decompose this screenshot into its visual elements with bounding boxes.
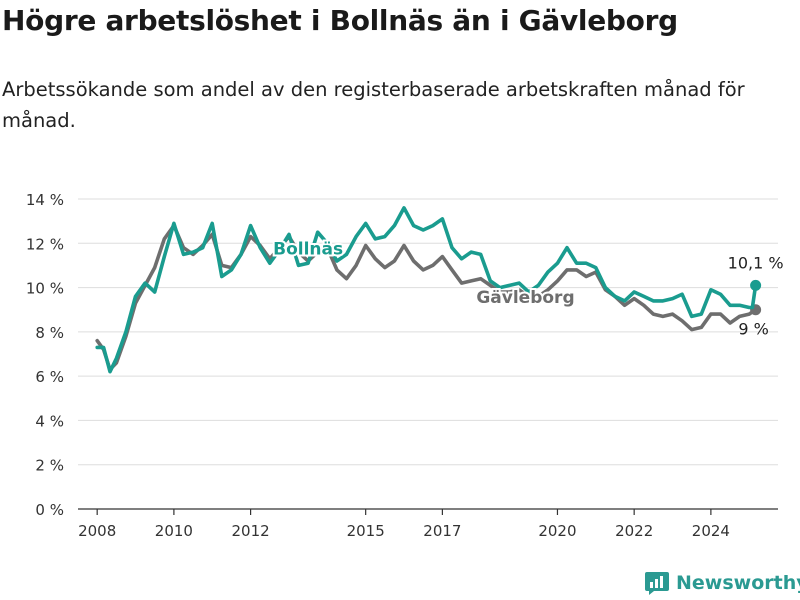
newsworthy-logo-icon xyxy=(645,572,669,595)
end-label-bollnas: 10,1 % xyxy=(728,253,784,272)
series-label: Gävleborg xyxy=(476,288,574,308)
x-tick-label: 2012 xyxy=(232,522,270,540)
x-tick-label: 2008 xyxy=(78,522,116,540)
chart-title: Högre arbetslöshet i Bollnäs än i Gävleb… xyxy=(2,4,678,37)
x-tick-label: 2015 xyxy=(347,522,385,540)
brand-logo: Newsworthy xyxy=(644,570,800,596)
brand-name: Newsworthy xyxy=(676,572,800,594)
y-tick-label: 2 % xyxy=(35,457,64,475)
y-tick-label: 12 % xyxy=(26,235,64,253)
x-tick-label: 2024 xyxy=(692,522,730,540)
y-tick-label: 4 % xyxy=(35,412,64,430)
series-line-bollnas xyxy=(95,206,758,374)
end-label-gavleborg: 9 % xyxy=(738,320,768,339)
series-end-point-bollnas xyxy=(750,279,762,291)
series-label: Bollnäs xyxy=(273,239,343,259)
chart-subtitle: Arbetssökande som andel av den registerb… xyxy=(2,78,745,132)
y-tick-label: 0 % xyxy=(35,501,64,519)
series-line-gavleborg xyxy=(95,223,758,372)
x-tick-label: 2022 xyxy=(615,522,653,540)
x-tick-label: 2010 xyxy=(155,522,193,540)
x-tick-label: 2017 xyxy=(423,522,461,540)
y-tick-label: 10 % xyxy=(26,280,64,298)
y-tick-label: 8 % xyxy=(35,324,64,342)
x-tick-label: 2020 xyxy=(538,522,576,540)
y-tick-label: 6 % xyxy=(35,368,64,386)
y-tick-label: 14 % xyxy=(26,191,64,209)
